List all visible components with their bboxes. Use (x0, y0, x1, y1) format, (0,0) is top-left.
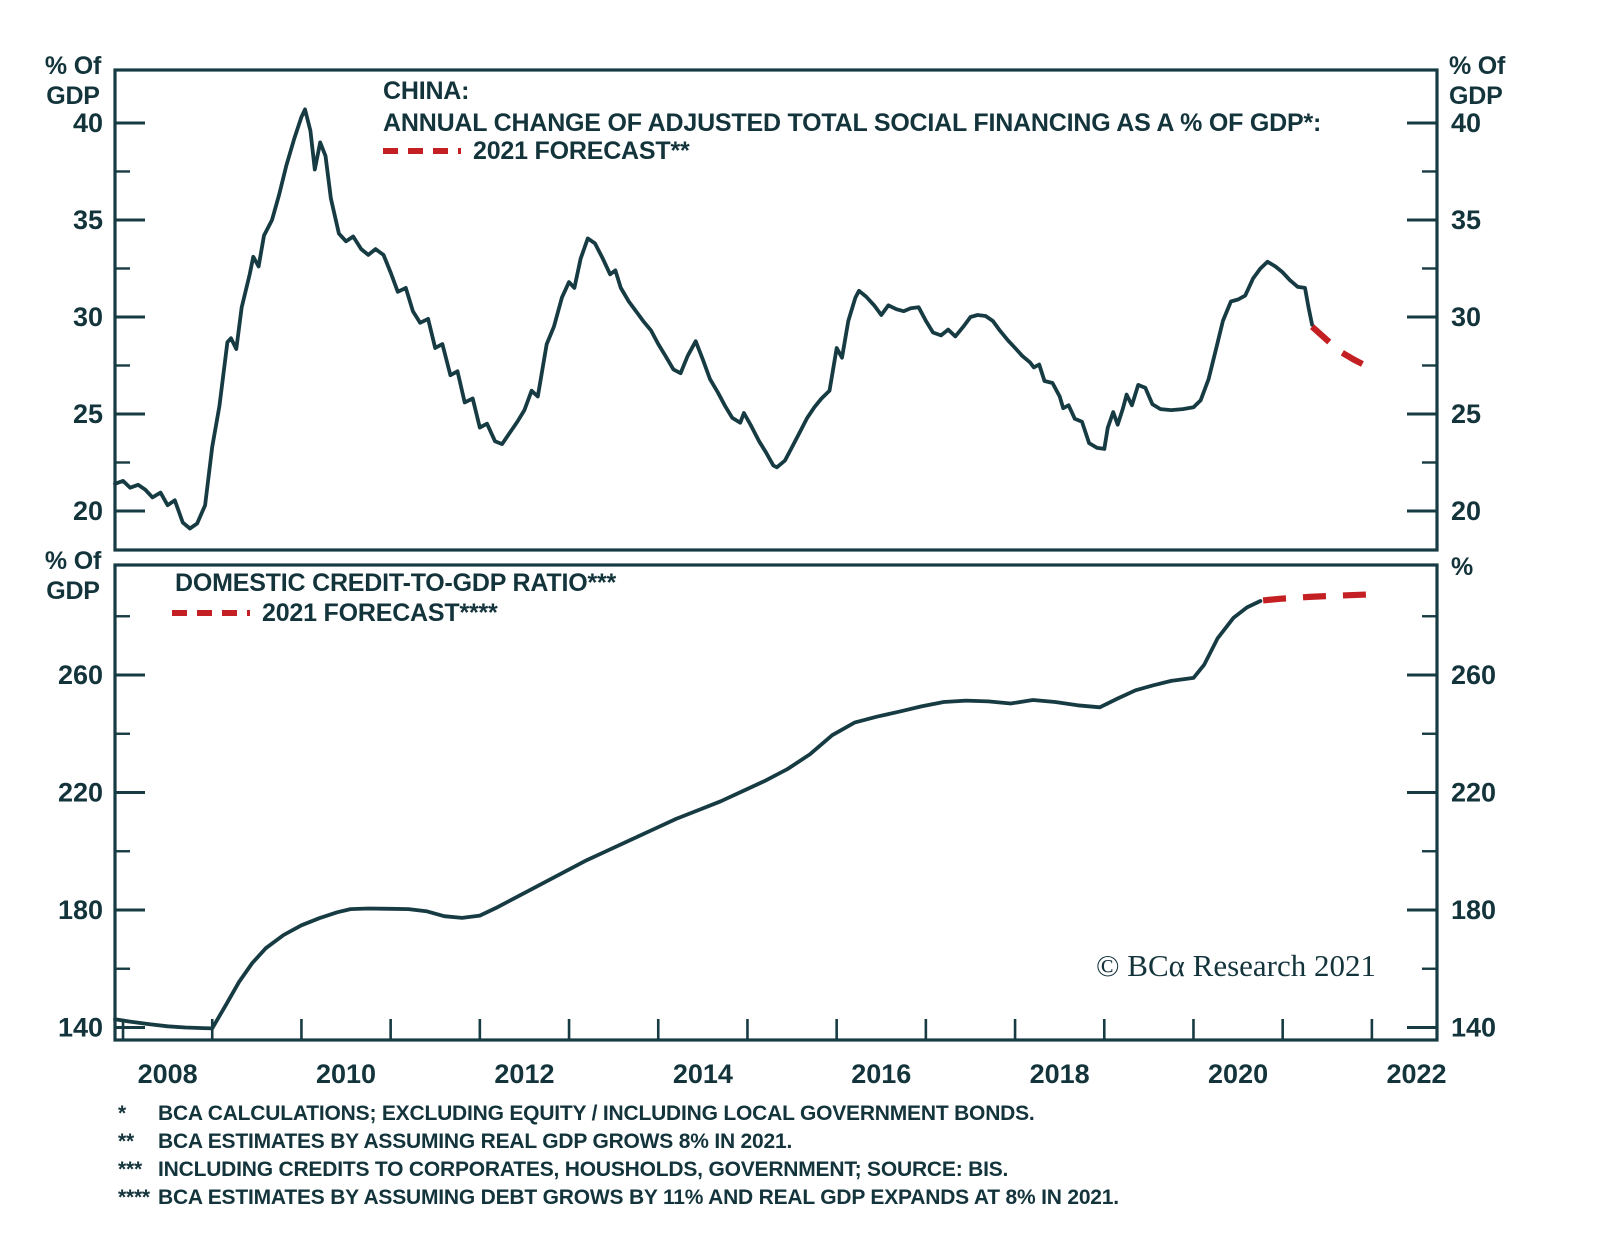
x-year-label: 2012 (494, 1059, 554, 1089)
tsf-change-forecast-line (1310, 324, 1369, 370)
top-panel-forecast-label: 2021 FORECAST** (473, 136, 690, 165)
footnote-line: **** BCA ESTIMATES BY ASSUMING DEBT GROW… (118, 1184, 1119, 1212)
y-tick-label: 25 (1451, 399, 1481, 429)
tsf-change-line (113, 107, 1314, 531)
y-tick-label: 35 (73, 205, 103, 235)
x-year-label: 2010 (316, 1059, 376, 1089)
forecast-dash-swatch (172, 610, 250, 616)
x-year-label: 2020 (1208, 1059, 1268, 1089)
footnote-text: INCLUDING CREDITS TO CORPORATES, HOUSHOL… (158, 1158, 1009, 1181)
bottom-panel-forecast-legend: 2021 FORECAST**** (172, 598, 498, 628)
y-tick-label: 260 (58, 660, 103, 690)
y-tick-label: 30 (1451, 302, 1481, 332)
y-tick-label: 220 (58, 777, 103, 807)
x-year-label: 2008 (138, 1059, 198, 1089)
y-tick-label: 140 (1451, 1012, 1496, 1042)
footnote-marker: *** (118, 1158, 142, 1181)
forecast-dash-swatch (383, 148, 461, 154)
y-tick-label: 40 (1451, 108, 1481, 138)
y-tick-label: 260 (1451, 660, 1496, 690)
footnote-text: BCA ESTIMATES BY ASSUMING DEBT GROWS BY … (158, 1186, 1119, 1209)
y-tick-label: 140 (58, 1012, 103, 1042)
y-tick-label: 35 (1451, 205, 1481, 235)
y-tick-label: 20 (1451, 496, 1481, 526)
y-tick-label: 25 (73, 399, 103, 429)
x-year-label: 2022 (1386, 1059, 1446, 1089)
tsf-change-panel-border (113, 68, 1439, 552)
credit-to-gdp-forecast-line (1262, 591, 1368, 604)
top-panel-left-axis-unit: % Of GDP (44, 52, 102, 110)
footnote-marker: **** (118, 1186, 150, 1209)
credit-to-gdp-line (113, 599, 1263, 1031)
footnote-marker: ** (118, 1130, 134, 1153)
copyright-notice: © BCα Research 2021 (1096, 948, 1376, 983)
footnote-line: ** BCA ESTIMATES BY ASSUMING REAL GDP GR… (118, 1128, 1119, 1156)
top-panel-title: CHINA: (383, 77, 470, 105)
y-tick-label: 40 (73, 108, 103, 138)
bottom-panel-left-axis-unit: % Of GDP (44, 547, 102, 605)
bottom-panel-title: DOMESTIC CREDIT-TO-GDP RATIO*** (175, 569, 617, 597)
y-tick-label: 180 (58, 895, 103, 925)
x-year-label: 2014 (673, 1059, 733, 1089)
top-panel-right-axis-unit: % Of GDP (1449, 52, 1506, 110)
credit-to-gdp-panel-border (113, 563, 1439, 1042)
y-tick-label: 220 (1451, 777, 1496, 807)
footnote-line: * BCA CALCULATIONS; EXCLUDING EQUITY / I… (118, 1100, 1119, 1128)
y-tick-label: 180 (1451, 895, 1496, 925)
footnote-line: *** INCLUDING CREDITS TO CORPORATES, HOU… (118, 1156, 1119, 1184)
top-panel-subtitle: ANNUAL CHANGE OF ADJUSTED TOTAL SOCIAL F… (383, 109, 1322, 137)
footnotes-block: * BCA CALCULATIONS; EXCLUDING EQUITY / I… (118, 1100, 1119, 1212)
x-year-label: 2018 (1030, 1059, 1090, 1089)
bottom-panel-right-axis-unit: % (1451, 553, 1474, 581)
footnote-marker: * (118, 1102, 126, 1125)
bottom-panel-forecast-label: 2021 FORECAST**** (262, 598, 498, 627)
y-tick-label: 30 (73, 302, 103, 332)
footnote-text: BCA CALCULATIONS; EXCLUDING EQUITY / INC… (158, 1102, 1035, 1125)
top-panel-forecast-legend: 2021 FORECAST** (383, 136, 690, 166)
y-tick-label: 20 (73, 496, 103, 526)
x-year-label: 2016 (851, 1059, 911, 1089)
footnote-text: BCA ESTIMATES BY ASSUMING REAL GDP GROWS… (158, 1130, 793, 1153)
